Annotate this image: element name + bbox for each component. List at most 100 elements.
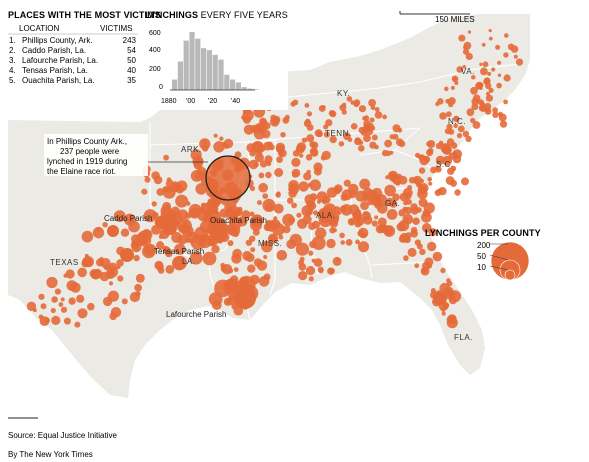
row-victims: 35 <box>127 76 136 85</box>
county-dot <box>250 247 256 253</box>
county-dot <box>275 142 286 153</box>
county-dot <box>444 86 449 92</box>
state-label: TEXAS <box>50 258 79 267</box>
county-dot <box>392 124 401 133</box>
x-tick: '40 <box>231 98 240 105</box>
state-label: LA. <box>182 257 196 266</box>
county-dot <box>138 232 143 237</box>
y-tick: 0 <box>159 84 163 91</box>
county-dot <box>436 188 443 194</box>
histogram-bar <box>177 61 183 90</box>
county-dot <box>211 216 225 231</box>
county-dot <box>219 136 224 141</box>
county-dot <box>163 154 170 161</box>
county-dot <box>402 213 414 225</box>
county-dot <box>190 170 203 182</box>
row-rank: 5. <box>9 76 16 85</box>
county-dot <box>340 205 347 213</box>
county-dot <box>151 224 162 235</box>
county-dot <box>234 287 256 309</box>
county-dot <box>383 225 396 237</box>
y-tick: 400 <box>149 47 161 54</box>
county-dot <box>117 275 124 282</box>
county-dot <box>252 228 260 236</box>
county-dot <box>433 291 447 305</box>
county-dot <box>456 66 464 73</box>
county-dot <box>288 184 300 195</box>
county-dot <box>282 225 291 234</box>
county-dot <box>419 155 429 166</box>
county-dot <box>308 250 314 256</box>
county-dot <box>439 112 447 120</box>
parish-labels: Caddo Parish Ouachita Parish Tensas Pari… <box>104 214 267 319</box>
footer: Source: Equal Justice Initiative By The … <box>8 417 117 459</box>
county-dot <box>343 132 351 141</box>
county-dot <box>317 266 324 273</box>
county-dot <box>448 296 457 305</box>
county-dot <box>403 187 413 198</box>
county-dot <box>46 276 58 289</box>
county-dot <box>371 220 378 227</box>
histogram-bar <box>183 40 189 90</box>
county-dot <box>403 255 409 261</box>
county-dot <box>443 286 454 297</box>
county-dot <box>369 141 377 149</box>
county-dot <box>276 156 283 164</box>
county-dot <box>492 111 499 119</box>
county-dot <box>258 182 269 193</box>
county-dot <box>301 205 314 217</box>
county-dot <box>398 209 406 217</box>
county-dot <box>144 176 151 183</box>
histogram-bar <box>247 88 253 90</box>
county-dot <box>74 321 81 328</box>
county-dot <box>321 105 326 110</box>
county-dot <box>445 98 451 104</box>
county-dot <box>325 119 333 127</box>
county-dot <box>151 171 160 180</box>
county-dot <box>441 311 446 316</box>
county-dot <box>382 114 387 120</box>
state-label: ALA. <box>316 211 335 220</box>
county-dot <box>208 205 217 214</box>
county-dot <box>288 216 296 224</box>
county-dot <box>488 36 493 41</box>
county-dot <box>252 214 263 225</box>
county-dot <box>38 293 45 300</box>
county-dot <box>92 226 105 239</box>
county-dot <box>233 267 239 272</box>
county-dot <box>232 230 240 238</box>
county-dot <box>369 117 375 123</box>
county-dot <box>410 229 418 238</box>
county-dot <box>156 188 165 196</box>
county-dot <box>363 134 371 143</box>
county-dot <box>292 150 300 157</box>
state-label: GA. <box>385 199 400 208</box>
legend-label: 50 <box>477 252 486 261</box>
county-dot <box>273 203 284 214</box>
county-dot <box>224 224 235 235</box>
county-dot <box>237 216 248 227</box>
county-dot <box>280 132 286 138</box>
county-dot <box>51 315 61 325</box>
row-place: Lafourche Parish, La. <box>22 56 98 65</box>
state-label: ARK. <box>181 145 202 154</box>
county-dot <box>353 101 360 108</box>
county-dot <box>488 87 494 93</box>
county-dot <box>314 129 323 138</box>
county-dot <box>418 167 426 174</box>
county-dot <box>398 235 407 243</box>
county-dot <box>410 203 418 211</box>
county-dot <box>440 267 446 274</box>
county-dot <box>291 202 297 209</box>
county-dot <box>162 246 171 255</box>
state-label: N.C. <box>448 117 466 126</box>
county-dot <box>70 282 81 293</box>
county-dot <box>480 105 487 112</box>
county-dot <box>102 222 108 228</box>
county-dot <box>305 154 313 161</box>
county-dot <box>274 168 284 177</box>
county-dot <box>445 111 452 118</box>
county-dot <box>224 204 230 210</box>
county-dot <box>211 227 227 243</box>
county-dot <box>361 232 367 239</box>
